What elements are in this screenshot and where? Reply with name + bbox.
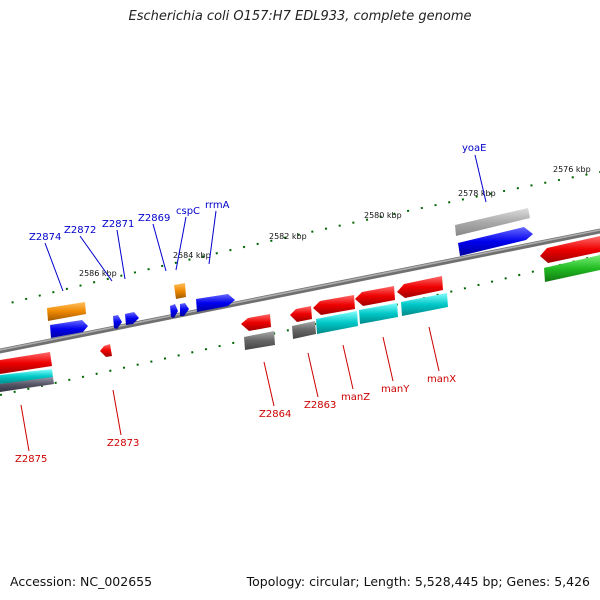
gene-Z2872[interactable] [113, 315, 122, 329]
gene-yoaE-gray[interactable] [455, 208, 530, 236]
bottom-leader-lines [20, 326, 440, 452]
gene-Z2864[interactable] [241, 314, 271, 331]
gene-label: Z2873 [107, 438, 139, 449]
genome-stats-text: Topology: circular; Length: 5,528,445 bp… [246, 574, 590, 589]
gene-Z2875-cyan[interactable] [0, 369, 53, 384]
gene-label: Z2872 [64, 225, 96, 236]
gene-yoaE[interactable] [458, 227, 533, 256]
backbone-highlight [0, 229, 600, 351]
gene-manZ-cyan[interactable] [316, 311, 358, 334]
gene-manX[interactable] [397, 276, 443, 298]
gene-cspC[interactable] [174, 283, 186, 299]
gene-manZ[interactable] [313, 295, 355, 315]
gene-Z2874b[interactable] [50, 320, 88, 338]
gene-label: manZ [341, 392, 370, 403]
gene-label: cspC [176, 206, 200, 217]
gene-label: rrmA [205, 200, 230, 211]
scale-label: 2584 kbp [173, 251, 211, 260]
gene-Z2875[interactable] [0, 352, 52, 374]
gene-label: Z2874 [29, 232, 61, 243]
gene-Z2874[interactable] [47, 302, 86, 321]
scale-label: 2580 kbp [364, 211, 402, 220]
map-title: Escherichia coli O157:H7 EDL933, complet… [128, 9, 472, 24]
scale-label: 2576 kbp [553, 165, 591, 174]
gene-label: yoaE [462, 143, 486, 154]
gene-Z2863-gray[interactable] [292, 321, 316, 339]
gene-right-red[interactable] [540, 236, 600, 263]
gene-label: manX [427, 374, 456, 385]
accession-text: Accession: NC_002655 [10, 574, 153, 589]
gene-label: Z2869 [138, 213, 170, 224]
gene-rrmA[interactable] [196, 294, 235, 312]
gene-Z2871[interactable] [125, 312, 139, 325]
top-leader-lines [44, 154, 487, 292]
gene-manX-cyan[interactable] [401, 293, 448, 316]
gene-label: Z2864 [259, 409, 291, 420]
gene-Z2863[interactable] [290, 306, 312, 322]
gene-label: Z2863 [304, 400, 336, 411]
gene-manY-cyan[interactable] [359, 303, 398, 324]
scale-label: 2586 kbp [79, 269, 117, 278]
gene-manY[interactable] [355, 286, 395, 306]
gene-Z2873[interactable] [100, 344, 112, 357]
gene-label: manY [381, 384, 410, 395]
gene-Z2864-gray[interactable] [244, 331, 275, 350]
gene-label: Z2871 [102, 219, 134, 230]
scale-label: 2582 kbp [269, 232, 307, 241]
gene-Z2875-purple[interactable] [0, 377, 54, 392]
gene-Z2869b[interactable] [180, 303, 189, 316]
scale-label: 2578 kbp [458, 189, 496, 198]
outer-tick-row [0, 171, 600, 307]
gene-Z2869[interactable] [170, 304, 178, 318]
gene-right-green[interactable] [544, 255, 600, 282]
gene-label: Z2875 [15, 454, 47, 465]
